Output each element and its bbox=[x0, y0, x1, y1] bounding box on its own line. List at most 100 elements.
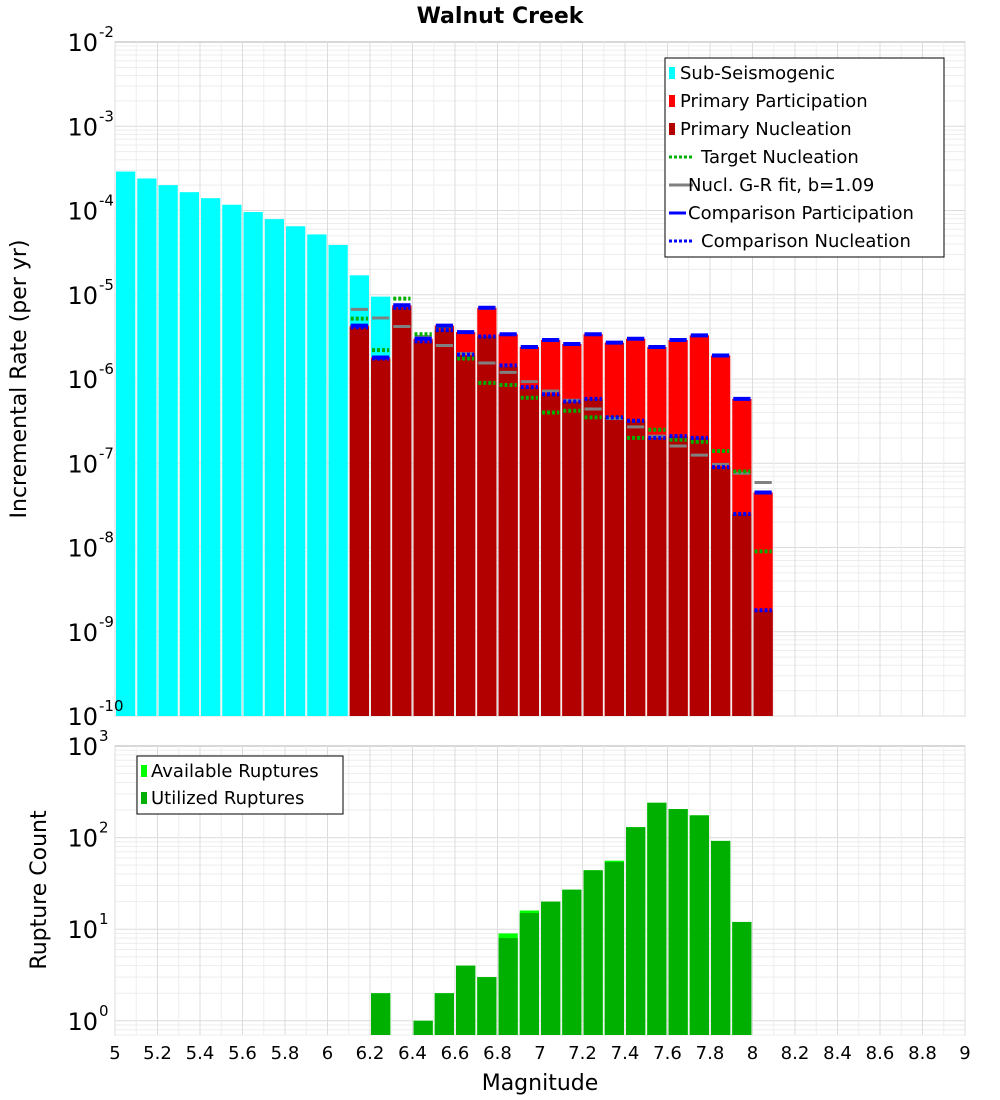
primary-nucleation-bar bbox=[541, 394, 561, 716]
count-y-tick-label: 10 bbox=[67, 916, 98, 944]
rate-y-tick-exponent: -9 bbox=[99, 613, 114, 631]
chart-title: Walnut Creek bbox=[417, 4, 585, 29]
sub-seismogenic-bar bbox=[222, 204, 242, 716]
primary-nucleation-bar bbox=[753, 610, 773, 716]
primary-nucleation-bar bbox=[413, 341, 433, 716]
count-grid bbox=[114, 746, 966, 1036]
rate-y-tick-exponent: -6 bbox=[99, 360, 114, 378]
legend-label: Sub-Seismogenic bbox=[680, 63, 835, 84]
count-y-tick-exponent: 0 bbox=[99, 1002, 109, 1020]
rate-y-tick-label: 10 bbox=[67, 450, 98, 478]
rate-y-tick-label: 10 bbox=[67, 703, 98, 731]
utilized-ruptures-bar bbox=[519, 913, 539, 1035]
x-tick-label: 7.4 bbox=[611, 1043, 640, 1064]
primary-nucleation-bar bbox=[498, 366, 518, 716]
primary-nucleation-bar bbox=[668, 436, 688, 716]
utilized-ruptures-bar bbox=[604, 862, 624, 1035]
rate-bars bbox=[116, 171, 773, 717]
primary-nucleation-bar bbox=[519, 387, 539, 716]
utilized-ruptures-bar bbox=[498, 938, 518, 1035]
x-tick-label: 6.2 bbox=[356, 1043, 385, 1064]
x-tick-label: 5.2 bbox=[143, 1043, 172, 1064]
primary-nucleation-bar bbox=[562, 401, 582, 716]
utilized-ruptures-bar bbox=[668, 809, 688, 1035]
rate-y-tick-exponent: -5 bbox=[99, 276, 114, 294]
primary-nucleation-bar bbox=[583, 398, 603, 716]
primary-nucleation-bar bbox=[371, 359, 391, 716]
rate-y-tick-exponent: -3 bbox=[99, 107, 114, 125]
utilized-ruptures-bar bbox=[477, 977, 497, 1035]
rate-y-axis-label: Incremental Rate (per yr) bbox=[7, 240, 32, 519]
utilized-ruptures-bar bbox=[711, 840, 731, 1035]
rate-y-tick-label: 10 bbox=[67, 535, 98, 563]
x-axis-label: Magnitude bbox=[482, 1071, 599, 1096]
x-tick-label: 5.6 bbox=[228, 1043, 257, 1064]
x-tick-label: 7.6 bbox=[653, 1043, 682, 1064]
primary-nucleation-bar bbox=[349, 327, 369, 716]
rate-y-tick-exponent: -4 bbox=[99, 192, 114, 210]
x-tick-label: 6.6 bbox=[441, 1043, 470, 1064]
sub-seismogenic-bar bbox=[243, 211, 263, 716]
x-tick-label: 6 bbox=[322, 1043, 333, 1064]
sub-seismogenic-bar bbox=[158, 185, 178, 716]
x-tick-label: 6.4 bbox=[398, 1043, 427, 1064]
rate-y-tick-label: 10 bbox=[67, 366, 98, 394]
sub-seismogenic-bar bbox=[328, 244, 348, 716]
primary-nucleation-bar bbox=[604, 417, 624, 716]
count-x-ticks: 5 5.2 5.4 5.6 5.8 6 6.2 6.4 6.6 6.8 7 7.2 7.4 7.6 7.8 8… bbox=[109, 1043, 970, 1064]
rate-line-marks bbox=[350, 296, 772, 613]
count-y-tick-exponent: 2 bbox=[99, 819, 109, 837]
legend-swatch bbox=[669, 123, 675, 135]
rate-y-tick-label: 10 bbox=[67, 113, 98, 141]
primary-nucleation-bar bbox=[689, 437, 709, 716]
legend-label: Target Nucleation bbox=[700, 147, 859, 168]
utilized-ruptures-bar bbox=[647, 802, 667, 1035]
count-legend-box bbox=[136, 755, 344, 815]
legend-swatch bbox=[669, 67, 675, 79]
count-y-tick-label: 10 bbox=[67, 825, 98, 853]
utilized-ruptures-bar bbox=[541, 901, 561, 1035]
primary-nucleation-bar bbox=[626, 420, 646, 716]
x-tick-label: 8 bbox=[747, 1043, 758, 1064]
sub-seismogenic-bar bbox=[264, 219, 284, 716]
sub-seismogenic-bar bbox=[201, 198, 221, 716]
primary-nucleation-bar bbox=[477, 336, 497, 716]
utilized-ruptures-bar bbox=[434, 993, 454, 1035]
x-tick-label: 7.2 bbox=[568, 1043, 597, 1064]
x-tick-label: 6.8 bbox=[483, 1043, 512, 1064]
legend-label: Primary Nucleation bbox=[680, 119, 852, 140]
rate-y-tick-label: 10 bbox=[67, 282, 98, 310]
sub-seismogenic-bar bbox=[179, 192, 199, 716]
primary-nucleation-bar bbox=[732, 513, 752, 716]
legend-label: Primary Participation bbox=[680, 91, 868, 112]
legend-label: Utilized Ruptures bbox=[151, 788, 304, 809]
x-tick-label: 7 bbox=[534, 1043, 545, 1064]
x-tick-label: 8.8 bbox=[908, 1043, 937, 1064]
count-y-tick-label: 10 bbox=[67, 1008, 98, 1036]
x-tick-label: 5.4 bbox=[186, 1043, 215, 1064]
rate-legend: Sub-Seismogenic Primary Participation Prim… bbox=[664, 57, 945, 258]
count-y-axis-label: Rupture Count bbox=[27, 810, 52, 970]
x-tick-label: 5.8 bbox=[271, 1043, 300, 1064]
legend-label: Available Ruptures bbox=[151, 761, 319, 782]
sub-seismogenic-bar bbox=[137, 178, 157, 716]
legend-label: Nucl. G-R fit, b=1.09 bbox=[688, 175, 874, 196]
x-tick-label: 8.2 bbox=[781, 1043, 810, 1064]
rate-y-tick-label: 10 bbox=[67, 29, 98, 57]
rate-legend-box bbox=[664, 57, 945, 258]
legend-swatch bbox=[141, 792, 147, 804]
utilized-ruptures-bar bbox=[583, 870, 603, 1035]
utilized-ruptures-bar bbox=[562, 889, 582, 1035]
primary-nucleation-bar bbox=[456, 355, 476, 716]
sub-seismogenic-bar bbox=[116, 171, 136, 716]
rate-y-tick-label: 10 bbox=[67, 198, 98, 226]
rate-y-tick-label: 10 bbox=[67, 619, 98, 647]
count-y-tick-label: 10 bbox=[67, 733, 98, 761]
rate-y-tick-exponent: -7 bbox=[99, 444, 114, 462]
x-tick-label: 7.8 bbox=[696, 1043, 725, 1064]
